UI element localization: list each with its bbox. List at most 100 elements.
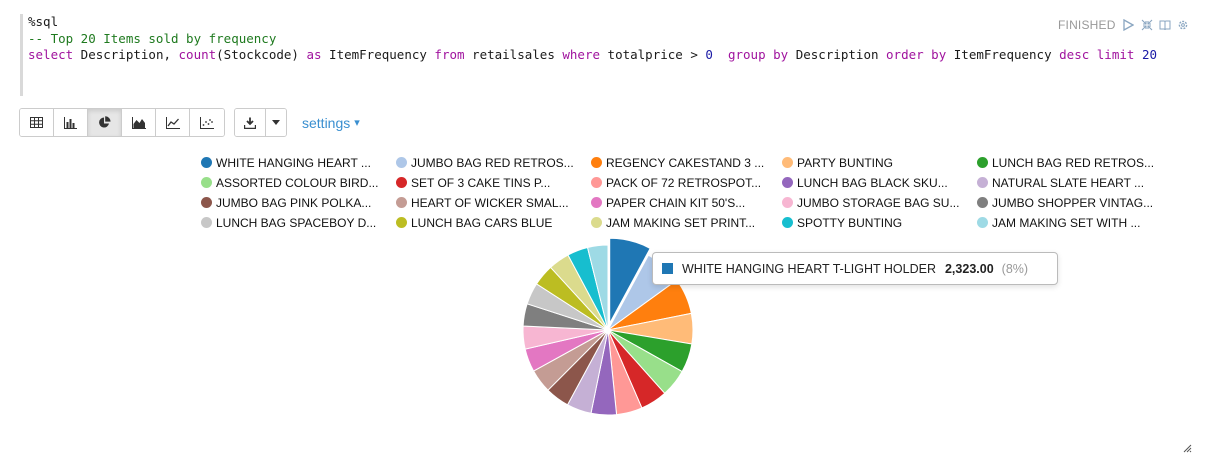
download-button[interactable]	[235, 109, 266, 136]
legend-item[interactable]: SET OF 3 CAKE TINS P...	[396, 174, 591, 191]
book-icon[interactable]	[1158, 18, 1171, 31]
legend-label: LUNCH BAG BLACK SKU...	[797, 175, 948, 190]
paragraph-controls	[1122, 18, 1189, 31]
legend-dot-icon	[396, 217, 407, 228]
gear-icon[interactable]	[1176, 18, 1189, 31]
table-view-button[interactable]	[20, 109, 54, 136]
legend-item[interactable]: JUMBO BAG PINK POLKA...	[201, 194, 396, 211]
legend-item[interactable]: JUMBO BAG RED RETROS...	[396, 154, 591, 171]
scatter-chart-icon	[200, 116, 214, 129]
legend-dot-icon	[977, 217, 988, 228]
legend-item[interactable]: JAM MAKING SET WITH ...	[977, 214, 1177, 231]
chart-type-buttons	[19, 108, 225, 137]
code-token: limit	[1096, 47, 1135, 62]
legend-dot-icon	[201, 177, 212, 188]
legend-item[interactable]: PAPER CHAIN KIT 50'S...	[591, 194, 782, 211]
code-token: 0	[705, 47, 713, 62]
pie-chart-button[interactable]	[88, 109, 122, 136]
legend-label: JUMBO BAG PINK POLKA...	[216, 195, 372, 210]
legend-label: ASSORTED COLOUR BIRD...	[216, 175, 379, 190]
caret-down-icon	[272, 120, 280, 125]
legend-item[interactable]: SPOTTY BUNTING	[782, 214, 977, 231]
legend-dot-icon	[201, 157, 212, 168]
legend-label: SET OF 3 CAKE TINS P...	[411, 175, 551, 190]
bar-chart-icon	[64, 116, 77, 129]
legend-item[interactable]: JUMBO STORAGE BAG SU...	[782, 194, 977, 211]
legend-label: PARTY BUNTING	[797, 155, 894, 170]
code-token: count	[178, 47, 217, 62]
legend-dot-icon	[201, 197, 212, 208]
tooltip-swatch	[662, 263, 673, 274]
code-token: group by	[727, 47, 789, 62]
code-token: order by	[886, 47, 947, 62]
code-token: Description	[788, 47, 887, 62]
code-token: from	[434, 47, 465, 62]
legend-item[interactable]: LUNCH BAG BLACK SKU...	[782, 174, 977, 191]
legend-item[interactable]: NATURAL SLATE HEART ...	[977, 174, 1177, 191]
download-icon	[244, 117, 256, 129]
collapse-icon[interactable]	[1140, 18, 1153, 31]
legend-item[interactable]: PACK OF 72 RETROSPOT...	[591, 174, 782, 191]
legend-label: NATURAL SLATE HEART ...	[992, 175, 1145, 190]
pie-chart-icon	[99, 116, 111, 128]
legend-dot-icon	[591, 177, 602, 188]
code-token: (Stockcode)	[216, 47, 307, 62]
legend-label: JUMBO STORAGE BAG SU...	[797, 195, 960, 210]
chart-legend: WHITE HANGING HEART ... JUMBO BAG RED RET…	[201, 154, 1181, 231]
tooltip-percent: (8%)	[1001, 261, 1029, 276]
legend-dot-icon	[591, 157, 602, 168]
legend-item[interactable]: ASSORTED COLOUR BIRD...	[201, 174, 396, 191]
legend-label: PAPER CHAIN KIT 50'S...	[606, 195, 746, 210]
legend-dot-icon	[591, 217, 602, 228]
code-token: as	[306, 47, 322, 62]
legend-label: PACK OF 72 RETROSPOT...	[606, 175, 762, 190]
settings-dropdown[interactable]: settings ▾	[302, 115, 360, 131]
legend-dot-icon	[396, 177, 407, 188]
pie-slice[interactable]	[586, 244, 609, 331]
legend-label: JUMBO SHOPPER VINTAG...	[992, 195, 1154, 210]
legend-label: SPOTTY BUNTING	[797, 215, 903, 230]
legend-item[interactable]: LUNCH BAG RED RETROS...	[977, 154, 1177, 171]
code-token: 20	[1141, 47, 1158, 62]
scatter-chart-button[interactable]	[190, 109, 224, 136]
resize-handle-icon[interactable]	[1182, 443, 1192, 453]
legend-dot-icon	[591, 197, 602, 208]
code-token: desc	[1059, 47, 1090, 62]
legend-item[interactable]: REGENCY CAKESTAND 3 ...	[591, 154, 782, 171]
legend-item[interactable]: LUNCH BAG CARS BLUE	[396, 214, 591, 231]
sql-editor[interactable]: %sql -- Top 20 Items sold by frequency s…	[20, 14, 1210, 96]
code-token: Description,	[73, 47, 179, 62]
legend-item[interactable]: JUMBO SHOPPER VINTAG...	[977, 194, 1177, 211]
legend-label: JAM MAKING SET WITH ...	[992, 215, 1141, 230]
code-line-2: -- Top 20 Items sold by frequency	[28, 30, 277, 46]
settings-label: settings	[302, 114, 351, 131]
legend-dot-icon	[396, 197, 407, 208]
area-chart-icon	[131, 116, 146, 129]
tooltip-value: 2,323.00	[944, 261, 994, 276]
code-token: totalprice >	[600, 47, 706, 62]
pie-slice[interactable]	[609, 237, 651, 324]
line-chart-button[interactable]	[156, 109, 190, 136]
area-chart-button[interactable]	[122, 109, 156, 136]
legend-item[interactable]: WHITE HANGING HEART ...	[201, 154, 396, 171]
code-token: ItemFrequency	[946, 47, 1060, 62]
bar-chart-button[interactable]	[54, 109, 88, 136]
visualization-toolbar: settings ▾	[19, 108, 360, 137]
legend-dot-icon	[396, 157, 407, 168]
legend-dot-icon	[977, 197, 988, 208]
chart-tooltip: WHITE HANGING HEART T-LIGHT HOLDER 2,323…	[652, 252, 1058, 285]
legend-label: LUNCH BAG RED RETROS...	[992, 155, 1155, 170]
legend-dot-icon	[782, 217, 793, 228]
code-token: ItemFrequency	[321, 47, 435, 62]
legend-item[interactable]: LUNCH BAG SPACEBOY D...	[201, 214, 396, 231]
legend-item[interactable]: HEART OF WICKER SMAL...	[396, 194, 591, 211]
code-token: where	[562, 47, 601, 62]
download-caret-button[interactable]	[266, 109, 286, 136]
code-line-1: %sql	[28, 14, 59, 29]
legend-item[interactable]: PARTY BUNTING	[782, 154, 977, 171]
legend-item[interactable]: JAM MAKING SET PRINT...	[591, 214, 782, 231]
table-icon	[30, 117, 43, 128]
run-icon[interactable]	[1122, 18, 1135, 31]
code-line-3: select Description, count(Stockcode) as …	[28, 47, 1210, 64]
